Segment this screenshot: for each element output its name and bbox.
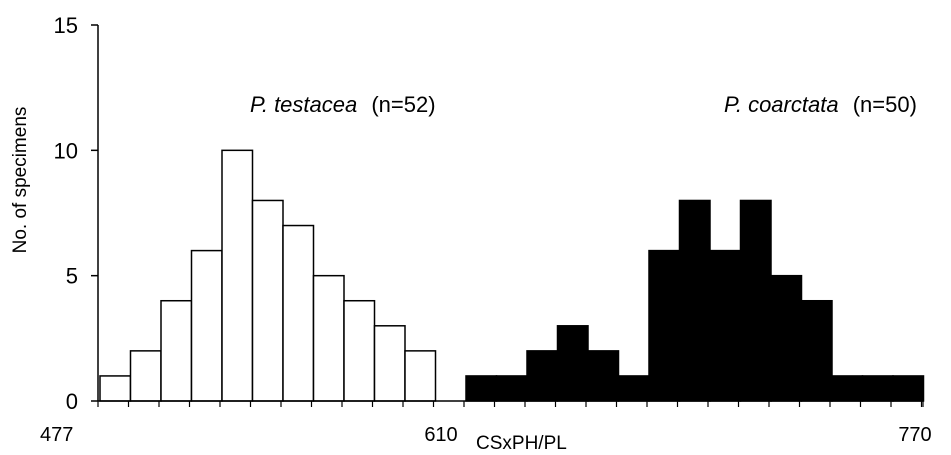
bar-coarctata-1 bbox=[465, 375, 498, 402]
bar-testacea-4 bbox=[190, 249, 223, 402]
bar-coarctata-3 bbox=[526, 350, 559, 402]
y-axis-title: No. of specimens bbox=[10, 107, 31, 254]
y-tick-label: 10 bbox=[54, 138, 78, 163]
bars-layer bbox=[99, 149, 925, 402]
bar-coarctata-12 bbox=[800, 299, 833, 402]
bar-testacea-2 bbox=[129, 350, 162, 402]
species-name: P. testacea bbox=[250, 92, 357, 117]
x-tick-label: 477 bbox=[40, 424, 73, 446]
axes-layer bbox=[97, 25, 923, 402]
bar-coarctata-4 bbox=[556, 325, 589, 402]
bar-coarctata-6 bbox=[617, 375, 650, 402]
x-tick-label: 770 bbox=[898, 424, 931, 446]
bar-coarctata-10 bbox=[739, 199, 772, 402]
bar-coarctata-11 bbox=[770, 274, 803, 402]
bar-coarctata-15 bbox=[892, 375, 925, 402]
x-axis-title: CSxPH/PL bbox=[476, 433, 567, 454]
sample-count: (n=50) bbox=[853, 92, 917, 117]
bar-testacea-6 bbox=[251, 199, 284, 402]
bar-testacea-7 bbox=[282, 224, 315, 402]
sample-count: (n=52) bbox=[371, 92, 435, 117]
x-tick-label: 610 bbox=[424, 424, 457, 446]
y-ticks: 0 5 10 15 bbox=[54, 13, 98, 414]
y-tick-label: 0 bbox=[66, 389, 78, 414]
bar-testacea-11 bbox=[404, 350, 437, 402]
group-label-testacea: P. testacea (n=52) bbox=[250, 92, 436, 117]
bar-coarctata-2 bbox=[495, 375, 528, 402]
bar-testacea-10 bbox=[373, 325, 406, 402]
bar-coarctata-8 bbox=[678, 199, 711, 402]
bar-coarctata-7 bbox=[648, 249, 681, 402]
bar-coarctata-9 bbox=[709, 249, 742, 402]
bar-testacea-5 bbox=[221, 149, 254, 402]
x-ticks: 477 610 770 bbox=[40, 401, 932, 446]
bar-coarctata-14 bbox=[861, 375, 894, 402]
y-tick-label: 15 bbox=[54, 13, 78, 38]
species-name: P. coarctata bbox=[724, 92, 839, 117]
bar-testacea-3 bbox=[160, 299, 193, 402]
bar-testacea-1 bbox=[99, 375, 132, 402]
y-tick-label: 5 bbox=[66, 264, 78, 289]
bar-coarctata-13 bbox=[831, 375, 864, 402]
group-label-coarctata: P. coarctata (n=50) bbox=[724, 92, 917, 117]
bar-testacea-9 bbox=[343, 299, 376, 402]
bar-coarctata-5 bbox=[587, 350, 620, 402]
bar-testacea-8 bbox=[312, 274, 345, 402]
